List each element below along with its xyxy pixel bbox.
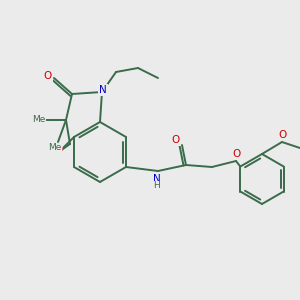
Text: O: O — [279, 130, 287, 140]
Text: N: N — [99, 85, 107, 95]
Text: N: N — [153, 174, 161, 184]
Text: Me: Me — [32, 115, 46, 124]
Text: O: O — [54, 145, 62, 155]
Text: O: O — [172, 135, 180, 145]
Text: Me: Me — [48, 143, 62, 152]
Text: H: H — [154, 182, 160, 190]
Text: O: O — [233, 149, 241, 159]
Text: O: O — [44, 71, 52, 81]
